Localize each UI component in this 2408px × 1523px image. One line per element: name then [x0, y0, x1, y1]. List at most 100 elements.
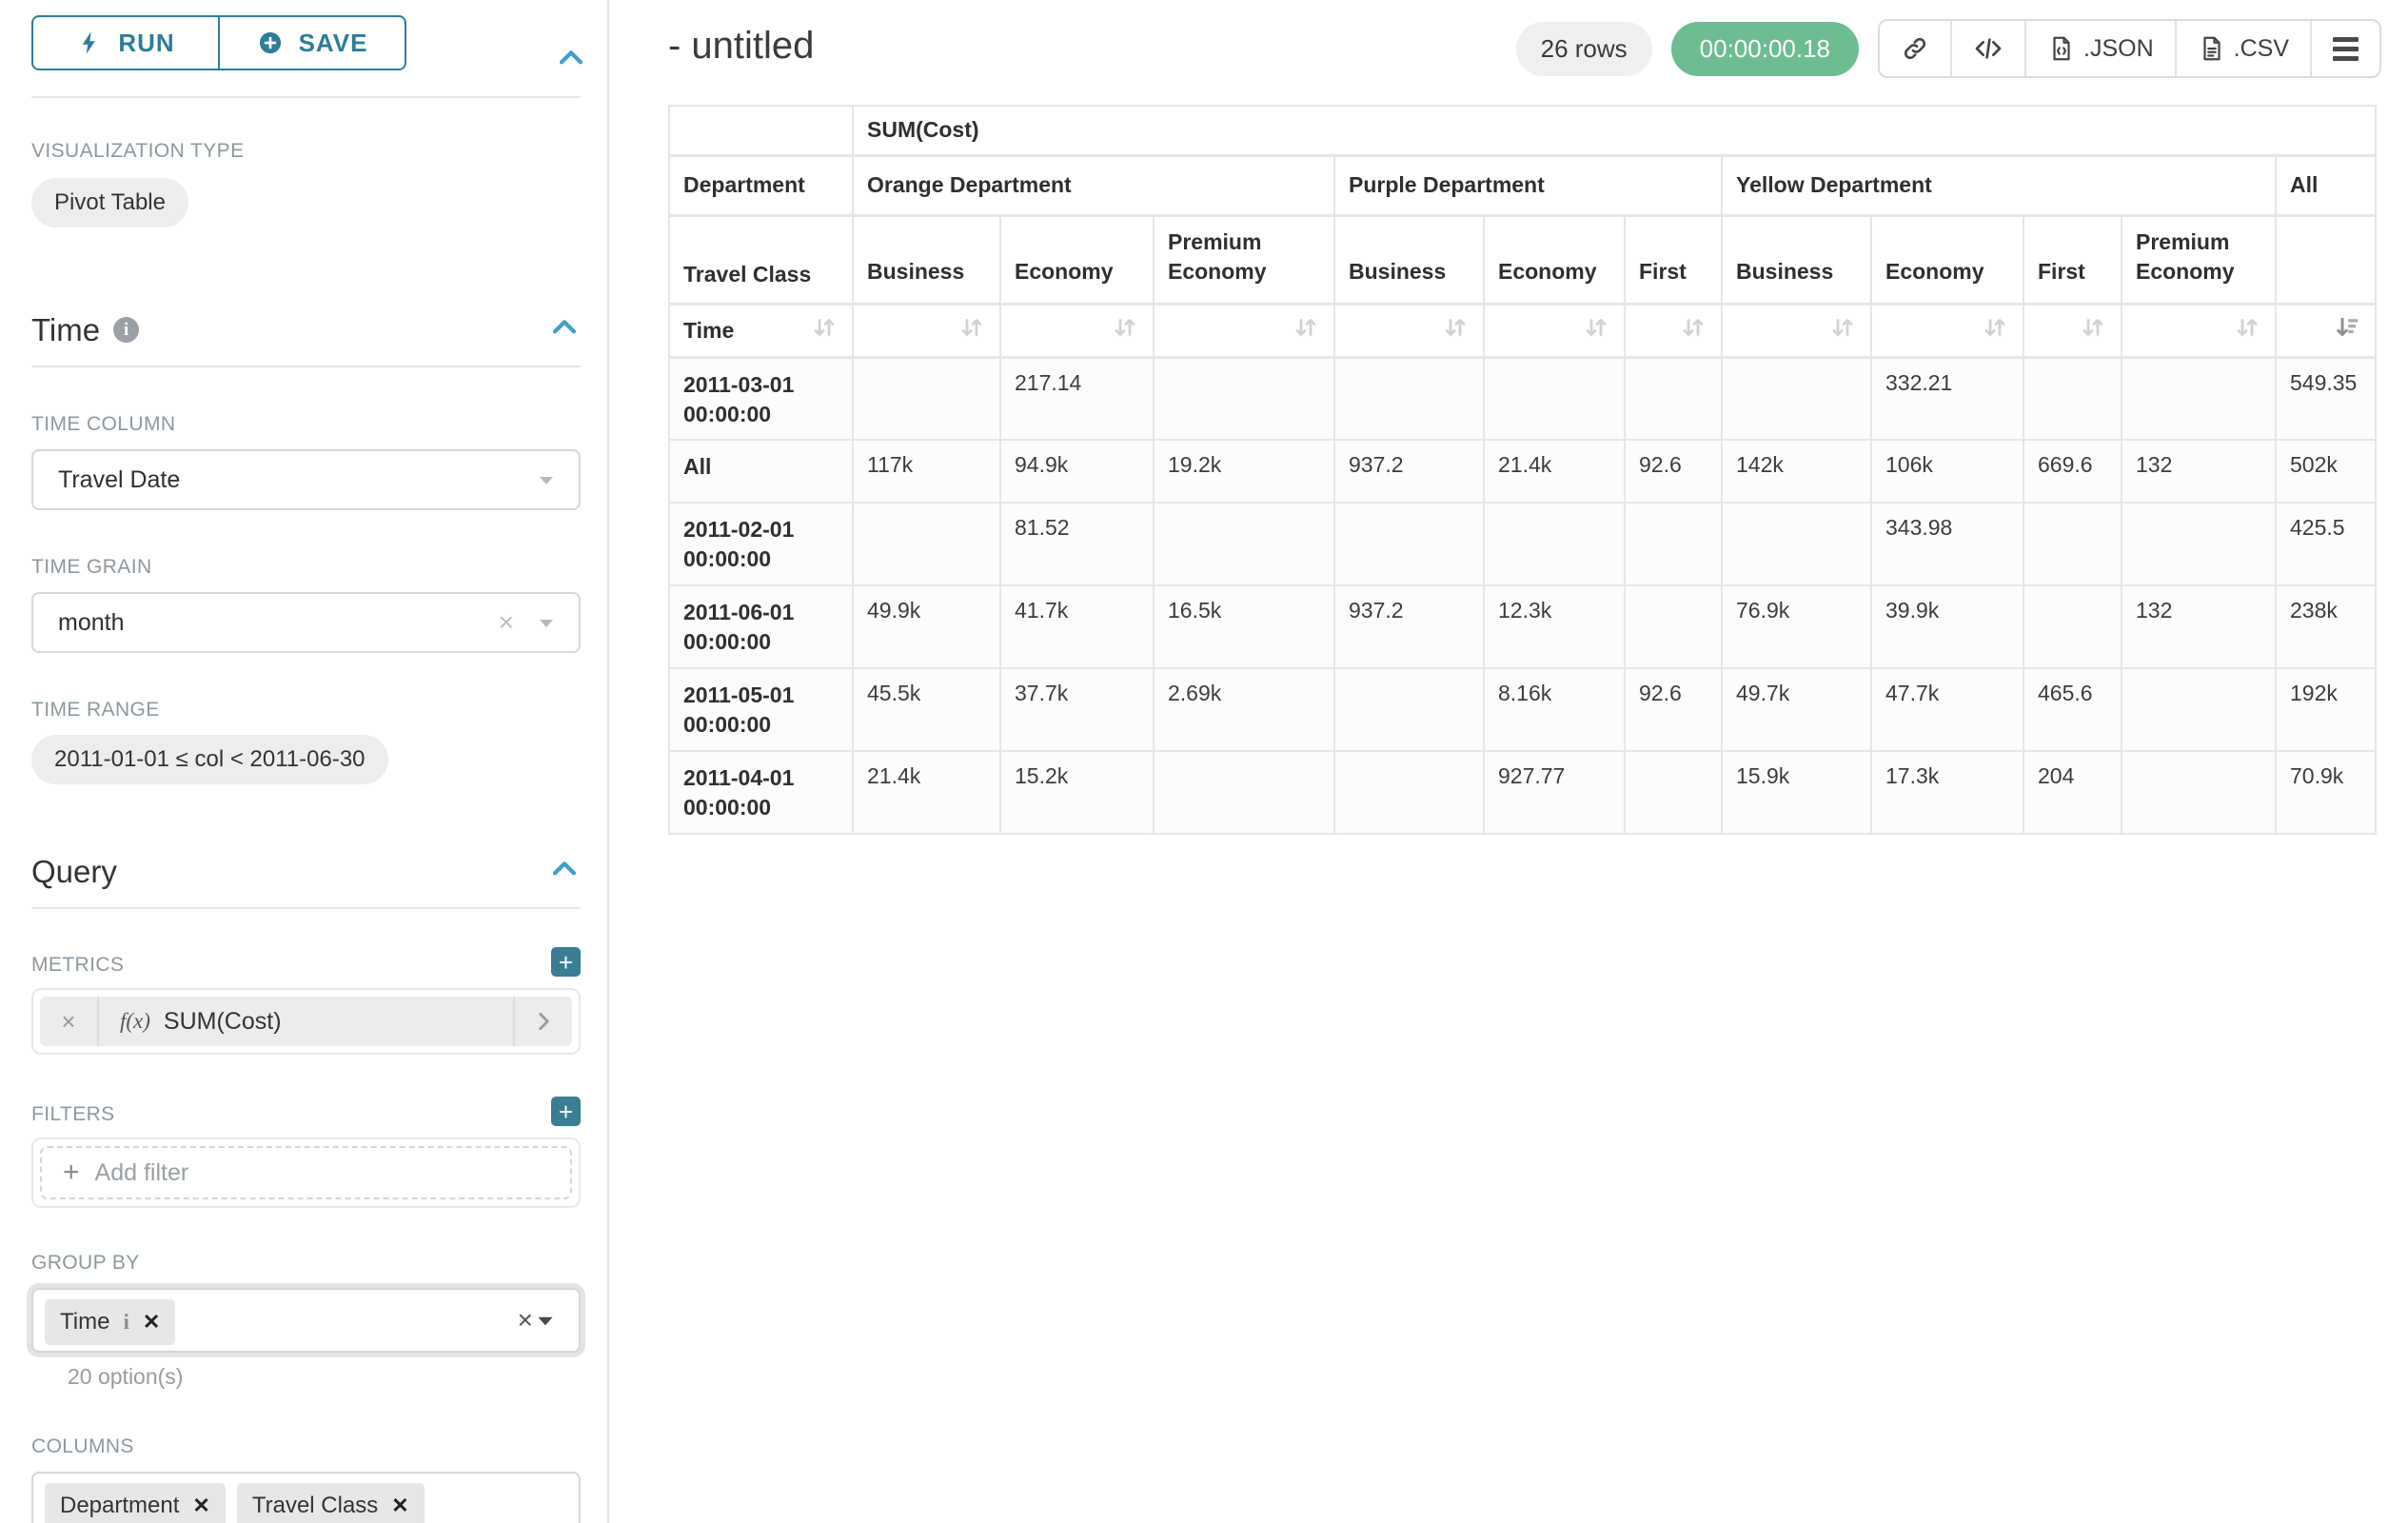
add-filter-plus-button[interactable]: +: [551, 1097, 581, 1126]
columns-chip[interactable]: Travel Class ✕: [236, 1483, 424, 1523]
more-menu-button[interactable]: [2312, 21, 2379, 76]
pivot-cell: 49.9k: [852, 584, 1001, 669]
time-section-title: Time: [31, 311, 101, 347]
pivot-col-header: First: [1624, 214, 1723, 306]
pivot-cell: 76.9k: [1721, 584, 1872, 669]
pivot-cell: 37.7k: [999, 667, 1155, 752]
pivot-cell: 927.77: [1483, 750, 1626, 835]
pivot-data-row: 2011-03-01 00:00:00 217.14 332.21 549.35: [668, 356, 2378, 441]
pivot-sort-cell: [999, 303, 1155, 359]
pivot-cell: [1721, 502, 1872, 586]
pivot-cell: 343.98: [1870, 502, 2024, 586]
add-filter-button[interactable]: + Add filter: [40, 1146, 572, 1199]
add-metric-button[interactable]: +: [551, 947, 581, 977]
chip-label: Time: [60, 1309, 110, 1335]
pivot-cell: 2.69k: [1153, 667, 1335, 752]
pivot-cell: [852, 502, 1001, 586]
sort-icon[interactable]: [2233, 313, 2261, 347]
remove-chip-icon[interactable]: ✕: [142, 1310, 161, 1334]
query-section-collapse-icon[interactable]: [548, 853, 581, 890]
sort-icon[interactable]: [1292, 313, 1320, 347]
pivot-row-label: 2011-06-01 00:00:00: [668, 584, 854, 669]
fx-icon: f(x): [120, 1009, 150, 1033]
export-json-label: .JSON: [2083, 34, 2154, 62]
chevron-right-icon[interactable]: [513, 997, 572, 1046]
run-button-label: RUN: [118, 28, 175, 57]
clear-icon[interactable]: ×: [498, 607, 514, 637]
pivot-cell: [2023, 584, 2122, 669]
save-button-label: SAVE: [298, 28, 368, 57]
export-json-button[interactable]: .JSON: [2026, 21, 2177, 76]
pivot-row-label: 2011-04-01 00:00:00: [668, 750, 854, 835]
pivot-cell: [2121, 502, 2277, 586]
pivot-cell: 92.6: [1624, 439, 1723, 504]
sort-icon[interactable]: [1441, 313, 1470, 347]
pivot-cell: [1333, 502, 1485, 586]
sort-icon[interactable]: [1828, 313, 1857, 347]
pivot-col-header: Economy: [1870, 214, 2024, 306]
pivot-cell: [1153, 356, 1335, 441]
sort-desc-icon[interactable]: [2333, 313, 2361, 347]
pivot-cell: 21.4k: [852, 750, 1001, 835]
sort-icon[interactable]: [1679, 313, 1707, 347]
sort-icon[interactable]: [1582, 313, 1610, 347]
sort-icon[interactable]: [1111, 313, 1139, 347]
file-json-icon: [2053, 36, 2070, 61]
control-panel-sidebar: Chart Type RUN SAVE VISUALIZATION TYPE P…: [0, 0, 609, 1523]
time-column-label: TIME COLUMN: [31, 413, 176, 435]
pivot-cell: 217.14: [999, 356, 1155, 441]
sort-icon[interactable]: [2079, 313, 2107, 347]
pivot-cell: [2121, 750, 2277, 835]
clear-icon[interactable]: ×: [517, 1305, 533, 1335]
pivot-cell: 39.9k: [1870, 584, 2024, 669]
embed-code-button[interactable]: [1952, 21, 2027, 76]
save-button[interactable]: SAVE: [219, 15, 406, 70]
metric-pill[interactable]: × f(x) SUM(Cost): [40, 997, 572, 1046]
chart-type-collapse-icon[interactable]: [555, 42, 587, 79]
pivot-table-container: SUM(Cost) Department Orange Department Purp…: [668, 105, 2408, 835]
time-grain-select[interactable]: month ×: [31, 592, 581, 653]
caret-down-icon[interactable]: [533, 1308, 558, 1333]
copy-link-button[interactable]: [1880, 21, 1953, 76]
columns-chip[interactable]: Department ✕: [45, 1483, 226, 1523]
pivot-sort-cell: [852, 303, 1001, 359]
plus-icon: +: [63, 1157, 80, 1188]
time-section-collapse-icon[interactable]: [548, 311, 581, 348]
pivot-cell: 132: [2121, 584, 2277, 669]
pivot-time-header: Time: [668, 303, 854, 359]
pivot-cell: [1624, 750, 1723, 835]
remove-chip-icon[interactable]: ✕: [391, 1493, 409, 1517]
remove-chip-icon[interactable]: ✕: [192, 1493, 210, 1517]
sort-icon[interactable]: [810, 313, 839, 347]
pivot-cell: [2121, 356, 2277, 441]
file-csv-icon: [2203, 36, 2220, 61]
sort-icon[interactable]: [957, 313, 986, 347]
time-range-pill[interactable]: 2011-01-01 ≤ col < 2011-06-30: [31, 735, 388, 784]
pivot-cell: 47.7k: [1870, 667, 2024, 752]
pivot-cell: [852, 356, 1001, 441]
run-button[interactable]: RUN: [31, 15, 219, 70]
lightning-icon: [83, 31, 96, 54]
pivot-cell: 17.3k: [1870, 750, 2024, 835]
pivot-cell: [1624, 584, 1723, 669]
code-icon: [1975, 38, 2002, 59]
query-section-title: Query: [31, 853, 117, 889]
export-csv-button[interactable]: .CSV: [2177, 21, 2312, 76]
remove-metric-icon[interactable]: ×: [40, 997, 99, 1046]
sort-icon[interactable]: [1981, 313, 2009, 347]
group-by-chip[interactable]: Time i ✕: [45, 1299, 176, 1345]
pivot-row-label: 2011-03-01 00:00:00: [668, 356, 854, 441]
columns-select[interactable]: Department✕Travel Class✕ ×: [31, 1472, 581, 1523]
caret-down-icon: [540, 620, 553, 627]
pivot-cell: 8.16k: [1483, 667, 1626, 752]
pivot-sort-cell: [2023, 303, 2122, 359]
page-title: - untitled: [668, 25, 815, 67]
group-by-select[interactable]: Time i ✕ ×: [31, 1288, 581, 1353]
time-column-select[interactable]: Travel Date: [31, 449, 581, 510]
pivot-cell: 192k: [2274, 667, 2378, 752]
viz-type-pill[interactable]: Pivot Table: [31, 178, 188, 227]
add-filter-label: Add filter: [94, 1158, 189, 1186]
time-range-label: TIME RANGE: [31, 699, 160, 721]
pivot-col-header: Business: [852, 214, 1001, 306]
pivot-row-label: 2011-05-01 00:00:00: [668, 667, 854, 752]
